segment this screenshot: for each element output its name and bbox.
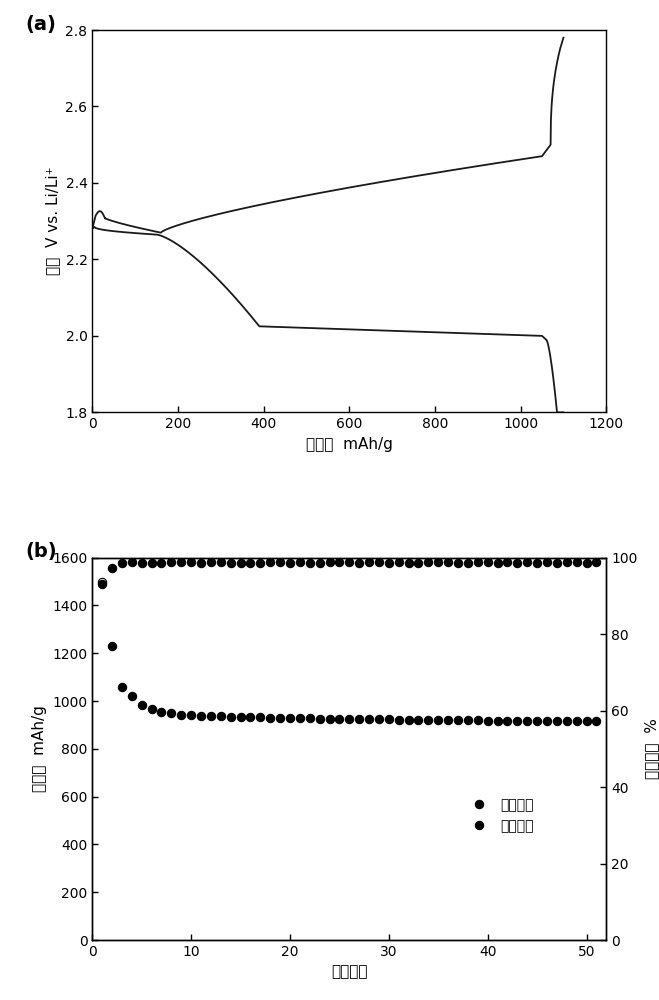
Text: (a): (a): [26, 15, 56, 34]
X-axis label: 循环次数: 循环次数: [331, 964, 368, 979]
Y-axis label: 库伦效率  %: 库伦效率 %: [645, 718, 659, 779]
X-axis label: 比容量  mAh/g: 比容量 mAh/g: [306, 437, 393, 452]
Y-axis label: 比容量  mAh/g: 比容量 mAh/g: [32, 705, 47, 792]
Legend: 库伦效率, 放电容量: 库伦效率, 放电容量: [461, 794, 538, 837]
Y-axis label: 电势  V vs. Li/Li⁺: 电势 V vs. Li/Li⁺: [45, 167, 60, 275]
Text: (b): (b): [26, 542, 57, 561]
